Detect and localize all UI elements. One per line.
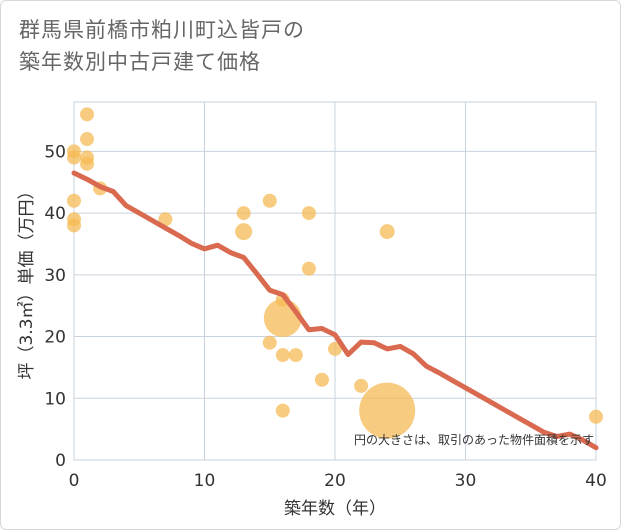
average-price-line bbox=[71, 170, 599, 451]
y-tick-label: 50 bbox=[44, 142, 66, 162]
data-point bbox=[275, 348, 290, 363]
chart-title-line2: 築年数別中古戸建て価格 bbox=[19, 50, 261, 74]
y-tick-label: 40 bbox=[44, 204, 66, 224]
data-point bbox=[379, 224, 395, 240]
data-point bbox=[288, 348, 303, 363]
data-point bbox=[235, 223, 253, 241]
data-point bbox=[262, 335, 277, 350]
data-point bbox=[80, 132, 95, 147]
data-point bbox=[314, 372, 329, 387]
data-point bbox=[275, 403, 290, 418]
chart-title: 群馬県前橋市粕川町込皆戸の 築年数別中古戸建て価格 bbox=[19, 14, 305, 78]
data-point bbox=[236, 206, 251, 221]
data-point bbox=[262, 193, 277, 208]
chart-note: 円の大きさは、取引のあった物件面積を示す bbox=[354, 432, 594, 447]
x-axis-title: 築年数（年） bbox=[284, 499, 386, 519]
grid bbox=[73, 101, 597, 461]
chart-title-line1: 群馬県前橋市粕川町込皆戸の bbox=[19, 18, 305, 42]
tick-labels: 0 10 20 30 40 0 10 20 30 40 50 bbox=[44, 142, 606, 491]
x-tick-label: 0 bbox=[69, 471, 80, 491]
x-tick-label: 40 bbox=[585, 471, 607, 491]
data-point bbox=[67, 218, 81, 233]
data-point bbox=[328, 341, 342, 356]
y-tick-label: 0 bbox=[55, 451, 66, 471]
data-point bbox=[67, 193, 81, 208]
x-tick-label: 20 bbox=[324, 471, 346, 491]
data-point bbox=[589, 409, 603, 424]
data-point bbox=[263, 299, 302, 338]
data-point bbox=[301, 261, 316, 276]
data-point bbox=[354, 378, 369, 393]
x-tick-label: 10 bbox=[194, 471, 216, 491]
y-tick-label: 10 bbox=[44, 389, 66, 409]
x-tick-label: 30 bbox=[455, 471, 477, 491]
data-point bbox=[67, 150, 81, 165]
data-point bbox=[80, 107, 95, 122]
y-axis-title: 坪（3.3㎡）単価（万円） bbox=[17, 182, 37, 379]
y-tick-label: 30 bbox=[44, 266, 66, 286]
data-point bbox=[301, 206, 316, 221]
data-point bbox=[359, 382, 416, 439]
data-point bbox=[158, 212, 173, 227]
y-tick-label: 20 bbox=[44, 328, 66, 348]
data-point bbox=[80, 156, 95, 171]
average-line-group bbox=[71, 170, 599, 451]
